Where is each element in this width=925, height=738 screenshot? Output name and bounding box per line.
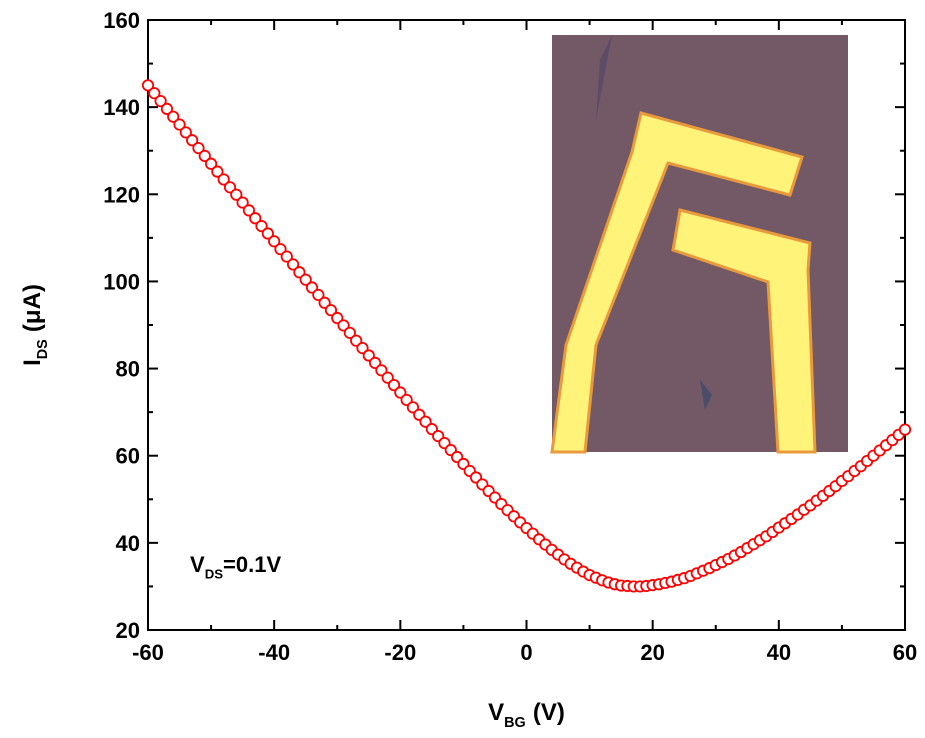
y-tick-label: 160 — [103, 8, 140, 33]
y-tick-label: 140 — [103, 95, 140, 120]
data-point — [268, 235, 281, 248]
data-point — [286, 258, 300, 271]
x-tick-label: 40 — [767, 640, 791, 665]
y-axis-title-rest: (μA) — [19, 284, 46, 332]
x-axis-title-sub: BG — [504, 715, 526, 731]
data-point — [160, 102, 174, 115]
data-point — [280, 250, 293, 263]
x-tick-label: -20 — [384, 640, 416, 665]
inset-flake — [596, 35, 612, 120]
data-point — [898, 423, 912, 436]
data-point — [261, 227, 274, 240]
x-axis-title-rest: (V) — [533, 699, 565, 726]
annotation: VDS=0.1V — [190, 552, 281, 582]
y-tick-label: 20 — [116, 618, 140, 643]
data-point — [148, 87, 161, 100]
y-axis-title: IDS (μA) — [19, 284, 51, 366]
data-point — [343, 326, 356, 339]
inset-electrode — [671, 208, 817, 454]
y-tick-label: 40 — [116, 531, 140, 556]
data-point — [236, 196, 249, 209]
data-point — [198, 149, 211, 163]
data-point — [186, 134, 199, 147]
x-axis-title-main: V — [488, 699, 504, 726]
y-tick-label: 60 — [116, 444, 140, 469]
data-point — [154, 94, 167, 108]
data-point — [179, 126, 192, 139]
y-tick-label: 120 — [103, 182, 140, 207]
annotation-sub: DS — [205, 567, 224, 582]
data-point — [204, 157, 218, 170]
data-point — [167, 110, 180, 123]
data-point — [211, 165, 224, 178]
x-tick-label: -60 — [132, 640, 164, 665]
y-tick-label: 80 — [116, 357, 140, 382]
data-point — [141, 79, 155, 92]
data-point — [299, 273, 312, 286]
x-tick-label: 60 — [893, 640, 917, 665]
data-point — [312, 288, 325, 302]
y-axis-title-main: I — [19, 359, 46, 366]
x-tick-label: -40 — [258, 640, 290, 665]
data-point — [173, 118, 186, 131]
data-point — [192, 142, 205, 155]
data-point — [324, 304, 338, 317]
y-axis-title-sub: DS — [35, 339, 51, 359]
x-tick-label: 0 — [520, 640, 532, 665]
data-point — [230, 188, 243, 201]
data-point — [217, 173, 230, 186]
data-point — [249, 212, 262, 225]
y-tick-label: 100 — [103, 269, 140, 294]
x-tick-label: 20 — [640, 640, 664, 665]
annotation-rest: =0.1V — [223, 552, 281, 577]
inset-electrode — [550, 111, 804, 454]
inset-flake — [700, 380, 712, 410]
annotation-main: V — [190, 552, 205, 577]
data-point — [242, 204, 256, 217]
inset-photo — [550, 35, 848, 454]
x-axis-title: VBG (V) — [488, 699, 565, 731]
